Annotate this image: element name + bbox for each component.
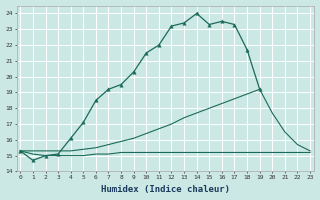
- X-axis label: Humidex (Indice chaleur): Humidex (Indice chaleur): [101, 185, 230, 194]
